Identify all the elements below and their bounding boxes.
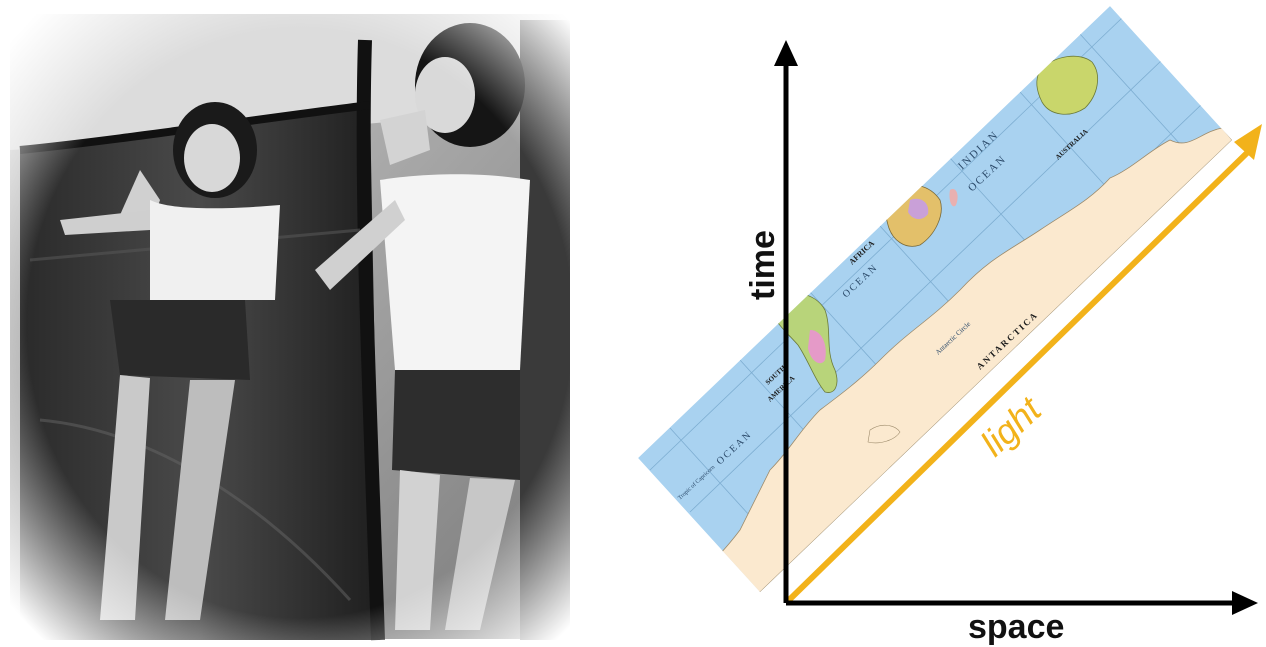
world-map-strip: INDIAN OCEAN AUSTRALIA AFRICA OCEAN SOUT… [638,6,1232,592]
light-label: light [972,387,1050,463]
spacetime-diagram: INDIAN OCEAN AUSTRALIA AFRICA OCEAN SOUT… [638,6,1262,646]
mirror-photograph [0,0,600,647]
space-axis [786,591,1258,615]
time-axis-label: time [744,230,782,300]
space-axis-label: space [968,608,1064,646]
light-ray [783,124,1262,606]
time-axis [774,40,798,603]
